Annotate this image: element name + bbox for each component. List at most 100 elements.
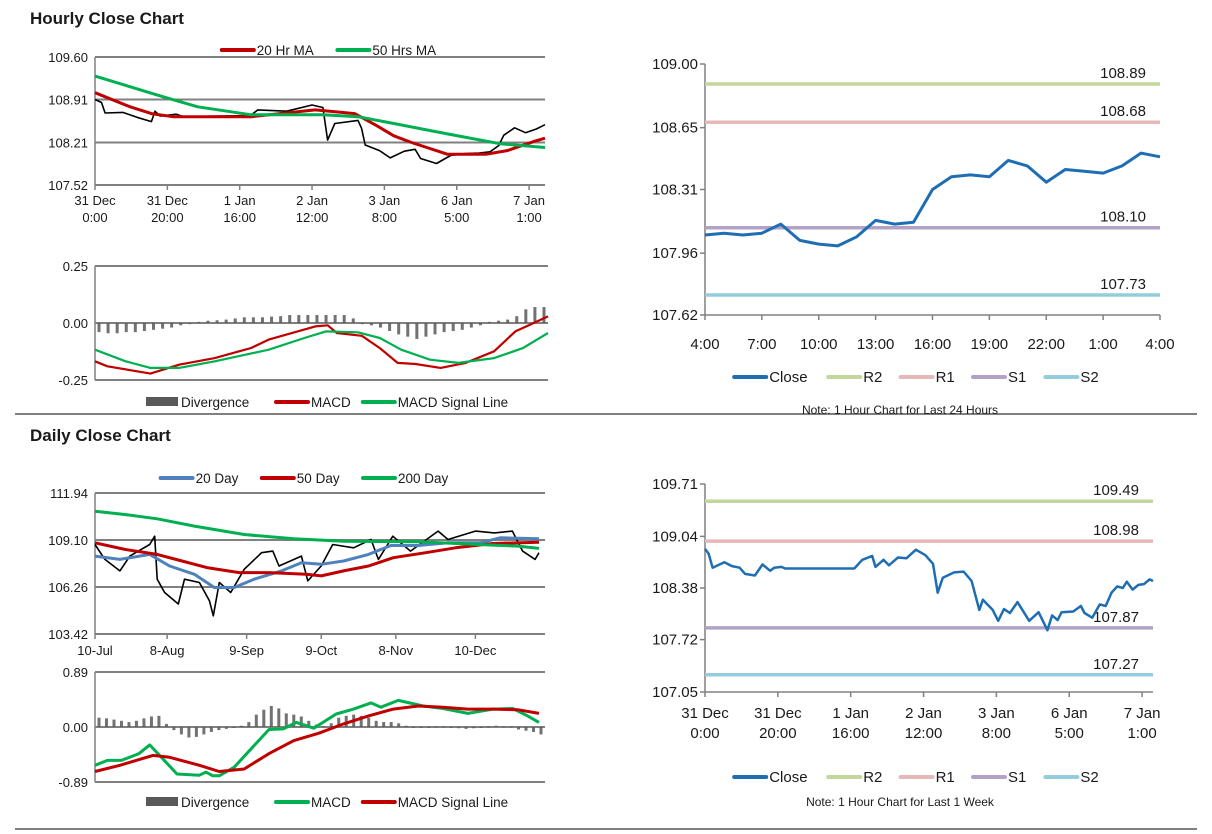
- x-tick-label: 0:00: [82, 210, 107, 225]
- divergence-bar: [247, 722, 251, 727]
- legend-label: 20 Hr MA: [257, 43, 314, 58]
- y-tick-label: 0.25: [63, 259, 88, 274]
- divergence-bar: [397, 723, 401, 727]
- divergence-bar: [306, 315, 310, 323]
- divergence-bar: [277, 708, 281, 727]
- y-tick-label: -0.89: [58, 775, 88, 790]
- x-tick-label: 13:00: [857, 336, 895, 353]
- level-label-s1: 107.87: [1093, 609, 1139, 626]
- divergence-bar: [106, 323, 110, 334]
- x-tick-label: 16:00: [914, 336, 952, 353]
- x-tick-label: 8-Aug: [150, 643, 185, 658]
- legend-label: 200 Day: [398, 471, 449, 486]
- x-tick-label: 1:00: [1127, 725, 1156, 742]
- chart-note: Note: 1 Hour Chart for Last 1 Week: [806, 795, 995, 809]
- hourly-macd-legend: Divergence MACD MACD Signal Line: [146, 395, 508, 410]
- level-label-r2: 109.49: [1093, 482, 1139, 499]
- series-line-macd: [94, 315, 549, 375]
- x-tick-label: 19:00: [971, 336, 1009, 353]
- divergence-bar: [157, 715, 161, 727]
- y-tick-label: 103.42: [48, 627, 88, 642]
- level-label-r2: 108.89: [1100, 65, 1146, 82]
- x-tick-label: 8:00: [372, 210, 397, 225]
- weekly-hourly-chart: 109.71 109.04 108.38 107.72 107.05 31 Dec 0:00…: [652, 476, 1160, 809]
- divergence-bar: [322, 726, 326, 728]
- divergence-bar: [209, 727, 213, 732]
- divergence-bar: [197, 321, 201, 323]
- divergence-bar: [270, 316, 274, 323]
- divergence-bar: [506, 319, 510, 323]
- divergence-bar: [206, 320, 210, 323]
- divergence-bar: [524, 727, 528, 731]
- divergence-bar: [239, 725, 243, 727]
- x-tick-label: 12:00: [296, 210, 329, 225]
- legend-label: S1: [1008, 769, 1026, 786]
- divergence-bar: [351, 318, 355, 323]
- divergence-bar: [494, 725, 498, 727]
- divergence-bar: [360, 323, 364, 325]
- y-tick-label: 109.04: [652, 528, 698, 545]
- divergence-bar: [442, 726, 446, 728]
- x-tick-label: 1:00: [1089, 336, 1118, 353]
- divergence-bar: [337, 717, 341, 727]
- x-tick-label: 31 Dec: [754, 705, 802, 722]
- level-label-s2: 107.73: [1100, 276, 1146, 293]
- x-tick-label: 3 Jan: [368, 193, 400, 208]
- divergence-bar: [479, 727, 483, 728]
- x-tick-label: 7:00: [747, 336, 776, 353]
- x-tick-label: 31 Dec: [74, 193, 116, 208]
- divergence-bar: [469, 323, 473, 328]
- legend-swatch: [146, 397, 178, 406]
- x-tick-label: 10-Jul: [77, 643, 113, 658]
- divergence-bar: [164, 723, 168, 727]
- divergence-bar: [406, 323, 410, 337]
- divergence-bar: [170, 323, 174, 328]
- y-tick-label: 107.96: [652, 245, 698, 262]
- legend-label: 20 Day: [196, 471, 239, 486]
- divergence-bar: [472, 727, 476, 729]
- divergence-bar: [488, 321, 492, 323]
- x-tick-label: 5:00: [444, 210, 469, 225]
- y-tick-label: 109.71: [652, 476, 698, 493]
- divergence-bar: [388, 323, 392, 331]
- divergence-bar: [161, 323, 165, 329]
- x-tick-label: 1 Jan: [832, 705, 869, 722]
- divergence-bar: [279, 316, 283, 323]
- divergence-bar: [359, 715, 363, 727]
- divergence-bar: [382, 722, 386, 727]
- divergence-bar: [133, 323, 137, 333]
- divergence-bar: [449, 727, 453, 728]
- legend-label: R2: [863, 769, 882, 786]
- divergence-bar: [224, 319, 228, 323]
- divergence-bar: [333, 315, 337, 323]
- legend-label: S2: [1080, 369, 1098, 386]
- divergence-bar: [142, 718, 146, 727]
- hourly-macd-chart: 0.25 0.00 -0.25 Divergence MACD MACD Signal L…: [58, 259, 549, 410]
- hourly-price-legend: 20 Hr MA 50 Hrs MA: [219, 43, 436, 58]
- divergence-bar: [251, 317, 255, 323]
- y-tick-label: 108.38: [652, 580, 698, 597]
- x-tick-label: 31 Dec: [681, 705, 729, 722]
- legend-label: R2: [863, 369, 882, 386]
- legend-label: S1: [1008, 369, 1026, 386]
- divergence-bar: [307, 720, 311, 727]
- x-tick-label: 20:00: [759, 725, 797, 742]
- level-label-s2: 107.27: [1093, 656, 1139, 673]
- legend-label: Divergence: [181, 395, 249, 410]
- divergence-bar: [415, 323, 419, 339]
- daily-macd-legend: Divergence MACD MACD Signal Line: [146, 795, 508, 810]
- daily-macd-chart: 0.89 0.00 -0.89 Divergence MACD MACD Signal L…: [58, 665, 545, 810]
- daily-section-title: Daily Close Chart: [30, 426, 171, 445]
- y-tick-label: 106.26: [48, 580, 88, 595]
- series-line-macd: [94, 698, 540, 778]
- divergence-bar: [369, 323, 373, 326]
- divergence-bar: [260, 317, 264, 323]
- divergence-bar: [142, 323, 146, 331]
- divergence-bar: [524, 309, 528, 323]
- y-tick-label: 107.52: [48, 178, 88, 193]
- divergence-bar: [288, 315, 292, 323]
- y-tick-label: 0.89: [63, 665, 88, 680]
- x-tick-label: 8-Nov: [378, 643, 413, 658]
- y-tick-label: 0.00: [63, 720, 88, 735]
